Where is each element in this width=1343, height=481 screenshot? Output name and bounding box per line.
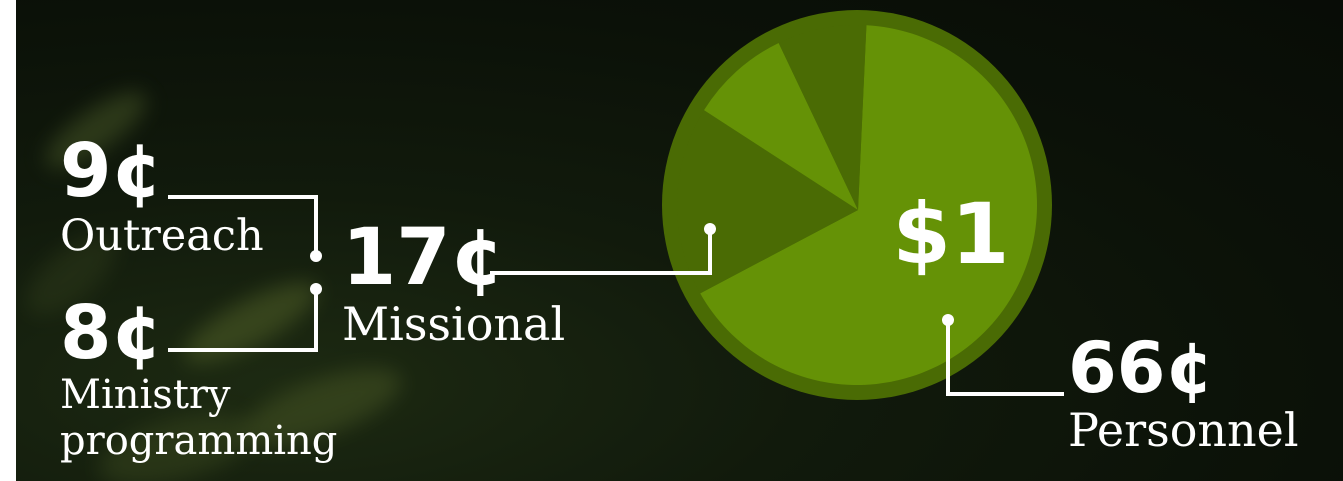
slice-label-ministry-line2: programming: [60, 418, 337, 464]
slice-amount-personnel: 66¢: [1068, 327, 1214, 409]
slice-amount-ministry: 8¢: [60, 290, 163, 376]
slice-amount-outreach: 9¢: [60, 128, 163, 214]
connector-ministry: [168, 289, 318, 352]
connector-outreach: [168, 195, 318, 256]
slice-amount-missional: 17¢: [342, 213, 505, 303]
pie-slice-outreach: [704, 42, 858, 210]
pie-center-label: $1: [893, 185, 1010, 283]
slice-label-personnel: Personnel: [1068, 403, 1299, 457]
connector-outreach-dot: [310, 250, 322, 262]
connector-ministry-dot: [310, 283, 322, 295]
connector-missional: [490, 229, 712, 275]
connector-personnel: [946, 320, 1064, 396]
slice-label-missional: Missional: [342, 297, 565, 351]
pie-slice-missional: [677, 110, 858, 294]
connector-personnel-dot: [942, 314, 954, 326]
pie-slices: [677, 25, 1038, 386]
connector-missional-dot: [704, 223, 716, 235]
slice-label-ministry-line1: Ministry: [60, 372, 231, 418]
slice-label-outreach: Outreach: [60, 211, 264, 261]
connector-lines: [168, 195, 1064, 396]
pie-slice-personnel: [700, 25, 1038, 386]
pie-chart: $1 9¢ Outreach 8¢ Ministry programming 1…: [60, 10, 1299, 464]
background-panel: $1 9¢ Outreach 8¢ Ministry programming 1…: [16, 0, 1343, 481]
pie-slice-ministry: [778, 25, 867, 210]
